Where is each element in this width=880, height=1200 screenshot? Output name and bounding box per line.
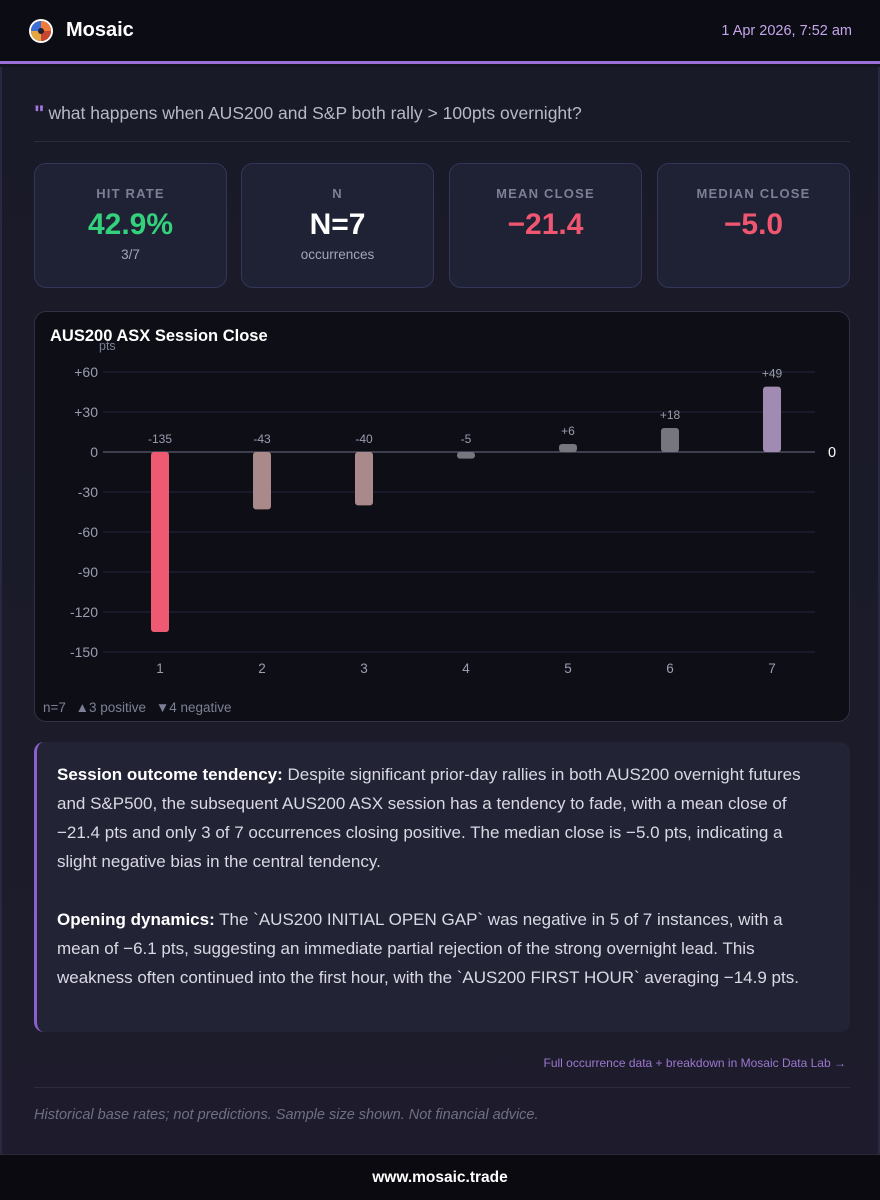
data-lab-link[interactable]: Full occurrence data + breakdown in Mosa… <box>543 1056 847 1070</box>
stat-value: 42.9% <box>87 208 174 241</box>
analysis-heading: Session outcome tendency: <box>57 765 283 784</box>
footer-bar: www.mosaic.trade <box>0 1154 880 1200</box>
analysis-body: The `AUS200 INITIAL OPEN GAP` was negati… <box>57 910 799 987</box>
y-tick-label: -60 <box>78 524 98 540</box>
stat-sub: occurrences <box>300 247 375 262</box>
bar <box>763 386 781 452</box>
bar <box>355 452 373 506</box>
chart-footer-n: n=7 <box>43 700 66 715</box>
timestamp: 1 Apr 2026, 7:52 am <box>721 22 852 39</box>
y-axis-label: pts <box>99 339 116 353</box>
data-label: +49 <box>762 367 783 381</box>
disclaimer: Historical base rates; not predictions. … <box>34 1107 539 1123</box>
stat-value: −21.4 <box>507 208 584 241</box>
x-tick-label: 1 <box>156 661 164 676</box>
report-panel: " what happens when AUS200 and S&P both r… <box>0 67 880 1154</box>
bar-chart: pts+60 +30 0 -30 -60 -90 -120 -150 0 -135 1 -43 2 -40… <box>70 339 836 676</box>
analysis-heading: Opening dynamics: <box>57 910 215 929</box>
y-tick-label: +30 <box>74 404 98 420</box>
chart-footer-positive: ▲3 positive <box>75 700 147 715</box>
quote-icon: " <box>34 101 45 126</box>
top-bar: Mosaic 1 Apr 2026, 7:52 am <box>0 0 880 64</box>
mosaic-logo-icon <box>29 18 53 43</box>
x-tick-label: 5 <box>564 661 572 676</box>
data-label: -135 <box>148 432 172 446</box>
analysis-body: Despite significant prior-day rallies in… <box>57 765 801 871</box>
stat-label: N <box>332 186 343 201</box>
zero-line-label: 0 <box>828 445 836 461</box>
stat-card-mean-close: MEAN CLOSE −21.4 <box>449 163 642 288</box>
chart-title: AUS200 ASX Session Close <box>50 327 268 345</box>
y-tick-label: -90 <box>78 564 98 580</box>
stat-card-median-close: MEDIAN CLOSE −5.0 <box>657 163 850 288</box>
bar <box>661 428 679 452</box>
analysis-text: Session outcome tendency: Despite signif… <box>34 742 850 1032</box>
stat-label: MEDIAN CLOSE <box>696 186 811 201</box>
data-label: +18 <box>660 408 681 422</box>
chart-card: pts +60 +30 0 -30 -60 -90 -120 -150 0 -135 1 -43 2 -40… <box>34 311 850 722</box>
stat-label: HIT RATE <box>96 186 165 201</box>
query-text: what happens when AUS200 and S&P both ra… <box>48 103 582 123</box>
chart-footer-negative: ▼4 negative <box>155 700 232 715</box>
site-link[interactable]: www.mosaic.trade <box>372 1169 508 1186</box>
chart-footer: n=7 ▲3 positive ▼4 negative <box>43 700 238 715</box>
brand-name: Mosaic <box>66 19 134 41</box>
stat-value: −5.0 <box>723 208 784 241</box>
stat-card-hit-rate: HIT RATE 42.9% 3/7 <box>34 163 227 288</box>
query: " what happens when AUS200 and S&P both r… <box>34 101 850 127</box>
divider <box>34 141 850 142</box>
stat-sub: 3/7 <box>121 247 140 262</box>
y-tick-label: 0 <box>90 444 98 460</box>
x-tick-label: 6 <box>666 661 674 676</box>
data-label: -40 <box>355 432 373 446</box>
y-tick-label: -30 <box>78 484 98 500</box>
analysis-paragraph: Opening dynamics: The `AUS200 INITIAL OP… <box>57 905 826 992</box>
stat-value: N=7 <box>309 208 366 241</box>
data-label: +6 <box>561 424 575 438</box>
brand[interactable]: Mosaic <box>28 18 134 44</box>
data-label: -43 <box>253 432 271 446</box>
y-tick-label: -120 <box>70 604 98 620</box>
data-label: -5 <box>461 432 472 446</box>
y-tick-label: -150 <box>70 644 98 660</box>
bar <box>559 444 577 452</box>
x-tick-label: 7 <box>768 661 776 676</box>
analysis-paragraph: Session outcome tendency: Despite signif… <box>57 760 826 876</box>
bar <box>151 452 169 632</box>
stat-card-n: N N=7 occurrences <box>241 163 434 288</box>
x-tick-label: 3 <box>360 661 368 676</box>
bar <box>457 452 475 459</box>
y-tick-label: +60 <box>74 364 98 380</box>
stat-label: MEAN CLOSE <box>496 186 595 201</box>
x-tick-label: 4 <box>462 661 470 676</box>
divider <box>34 1087 850 1088</box>
bar <box>253 452 271 510</box>
x-tick-label: 2 <box>258 661 266 676</box>
